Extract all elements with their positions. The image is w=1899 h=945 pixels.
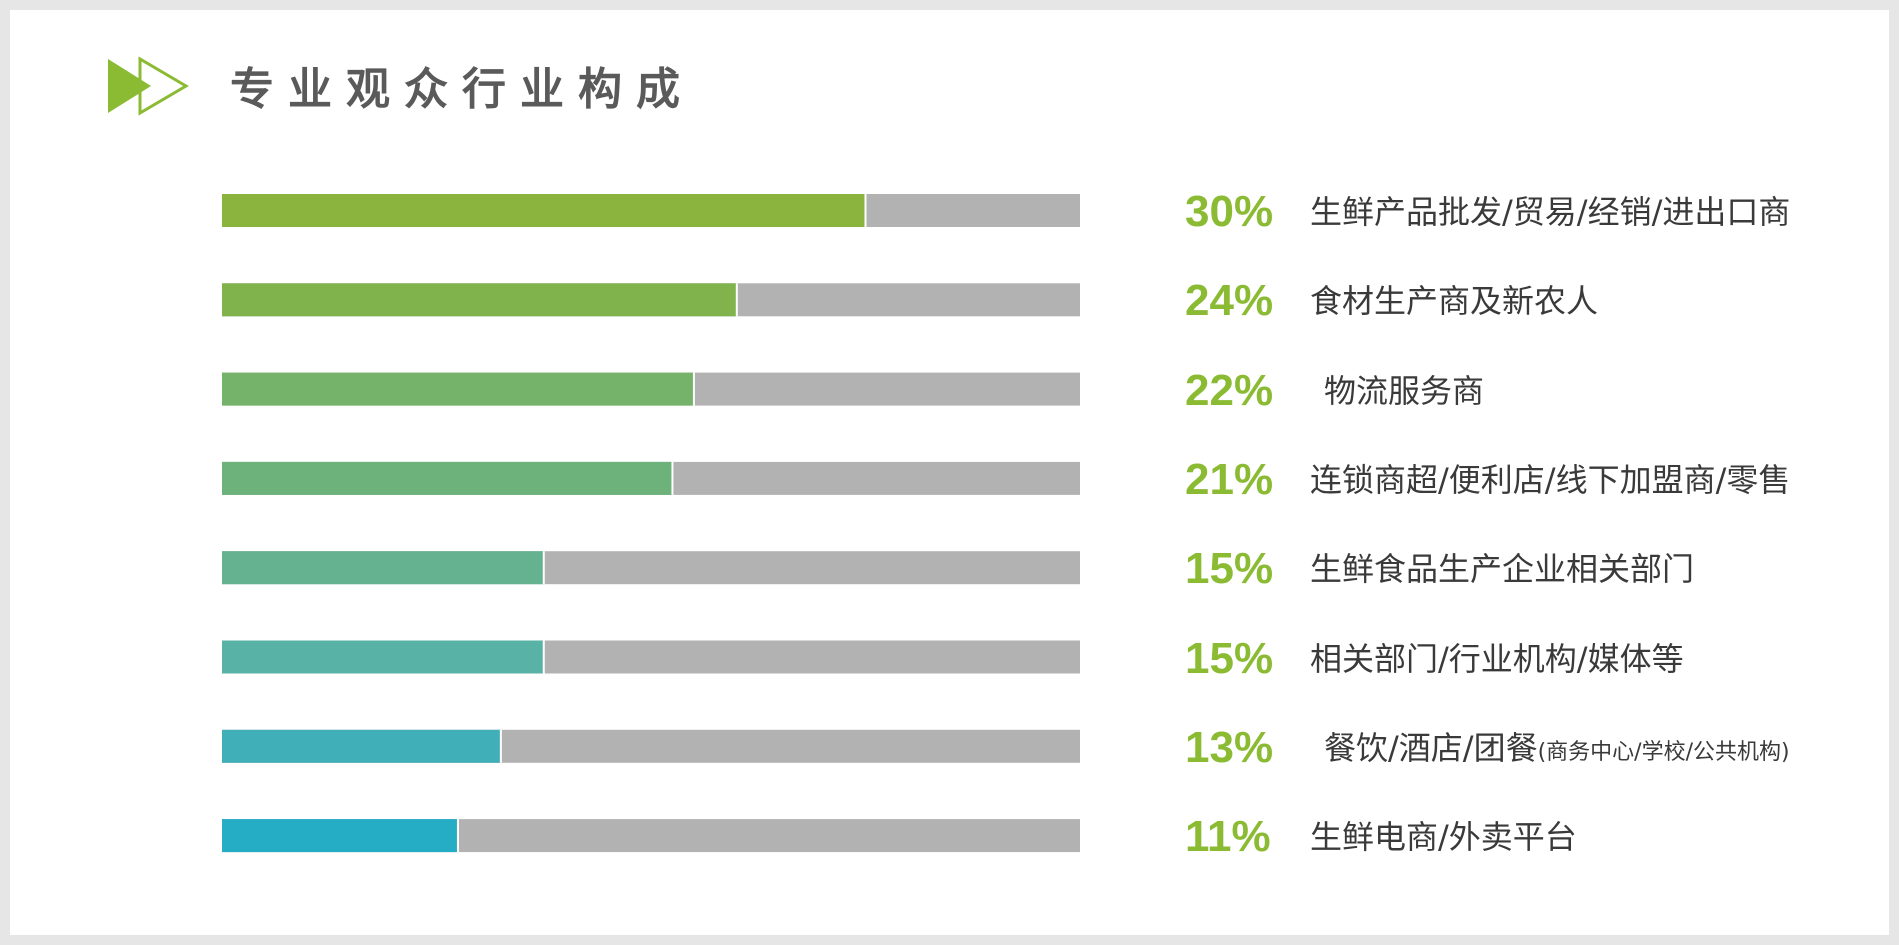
percent-label: 13%: [1185, 722, 1274, 772]
chart-card: 专业观众行业构成 30% 生鲜产品批发/贸易/经销/进出口商 24% 食材生产商及新农…: [10, 10, 1889, 935]
percent-label: 15%: [1185, 633, 1274, 683]
percent-label: 24%: [1185, 276, 1274, 326]
category-name: 生鲜食品生产企业相关部门: [1310, 550, 1695, 589]
category-label: 生鲜产品批发/贸易/经销/进出口商: [1310, 192, 1790, 232]
category-label: 餐饮/酒店/团餐(商务中心/学校/公共机构): [1324, 728, 1790, 773]
category-label: 连锁商超/便利店/线下加盟商/零售: [1310, 460, 1790, 500]
category-name: 相关部门/行业机构/媒体等: [1310, 639, 1684, 678]
bar: [222, 283, 737, 317]
category-label: 相关部门/行业机构/媒体等: [1310, 639, 1684, 679]
bar: [222, 640, 544, 674]
category-note: (商务中心/学校/公共机构): [1537, 739, 1790, 765]
category-label: 生鲜食品生产企业相关部门: [1310, 549, 1694, 589]
percent-label: 22%: [1185, 365, 1274, 415]
category-name: 物流服务商: [1324, 371, 1485, 410]
bar: [222, 461, 673, 495]
double-play-arrow-icon: [108, 56, 189, 116]
category-name: 生鲜电商/外卖平台: [1310, 818, 1577, 857]
percent-label: 15%: [1185, 544, 1274, 594]
percent-label: 30%: [1185, 187, 1274, 236]
percent-label: 11%: [1185, 812, 1271, 862]
category-label: 生鲜电商/外卖平台: [1310, 817, 1577, 857]
category-name: 生鲜产品批发/贸易/经销/进出口商: [1310, 193, 1791, 231]
page-title: 专业观众行业构成: [230, 64, 694, 115]
bar: [222, 551, 544, 585]
bar: [222, 729, 501, 763]
bar: [222, 194, 866, 227]
bar: [222, 372, 694, 406]
category-name: 食材生产商及新农人: [1310, 282, 1599, 321]
category-name: 餐饮/酒店/团餐: [1324, 728, 1538, 767]
category-label: 食材生产商及新农人: [1310, 281, 1598, 321]
category-name: 连锁商超/便利店/线下加盟商/零售: [1310, 460, 1791, 499]
category-label: 物流服务商: [1324, 371, 1484, 411]
bar: [222, 819, 458, 853]
bar-chart: [222, 194, 1080, 853]
percent-label: 21%: [1185, 454, 1274, 504]
